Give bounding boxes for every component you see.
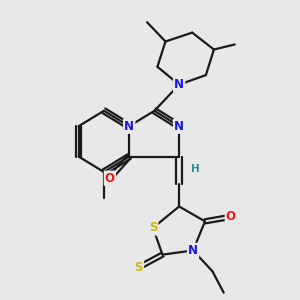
Text: S: S <box>149 221 157 234</box>
Text: O: O <box>105 172 115 185</box>
Text: N: N <box>188 244 198 257</box>
Text: N: N <box>174 120 184 133</box>
Text: S: S <box>134 261 143 274</box>
Text: N: N <box>124 120 134 133</box>
Text: N: N <box>174 78 184 91</box>
Text: H: H <box>191 164 200 174</box>
Text: O: O <box>226 210 236 224</box>
